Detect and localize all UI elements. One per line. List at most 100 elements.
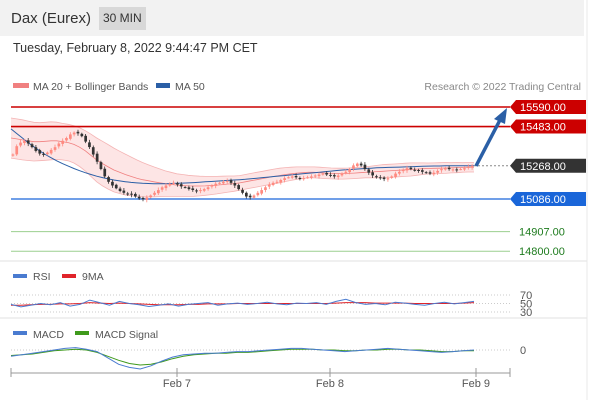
candle-body [421,170,424,172]
forecast-arrow-head [494,108,507,124]
macd-signal-legend-label: MACD Signal [95,329,158,341]
candle-body [375,176,378,178]
candle-body [325,172,328,175]
candle-body [260,190,263,194]
rsi-legend-swatch [13,274,27,278]
candle-body [428,172,432,174]
candle-body [107,177,110,182]
candle-body [72,132,76,135]
candle-body [348,169,351,173]
candle-body [306,177,309,179]
candle-body [417,170,420,171]
candle-body [290,176,294,178]
bollinger-band-area [11,118,474,197]
candle-body [218,182,221,184]
candle-body [451,169,455,171]
candle-body [118,188,122,191]
candle-body [160,187,164,190]
bollinger-legend-swatch [13,83,29,88]
ma50-line [10,128,474,185]
candle-body [49,149,53,154]
ma50-legend-label: MA 50 [175,81,205,93]
candle-body [333,175,336,177]
candle-body [46,152,49,155]
candle-body [298,178,302,179]
candle-body [252,195,256,198]
candle-body [329,174,332,176]
candle-body [179,184,183,187]
candle-body [149,195,152,198]
candle-body [195,190,198,192]
ma50-legend-swatch [156,83,170,88]
macd-signal-legend-swatch [75,331,89,335]
candle-body [241,189,244,193]
level-label-15268-00: 15268.00 [520,161,566,173]
candle-body [463,168,466,170]
candle-body [122,190,126,193]
candle-body [382,177,386,180]
candle-body [99,162,103,169]
macd-tick-0: 0 [520,345,526,357]
candle-body [145,197,149,200]
candle-body [352,165,355,169]
candle-body [432,172,436,175]
candle-body [210,185,214,187]
candle-body [356,163,359,167]
candle-body [436,170,439,173]
candle-body [401,170,405,172]
level-tag-15483-00 [510,119,586,134]
candle-body [23,140,26,143]
candle-body [310,176,313,178]
macd-line [10,347,475,370]
candle-body [134,193,137,197]
candle-body [34,147,38,151]
rsi-ma-legend-label: 9MA [82,271,104,283]
research-credit: Research © 2022 Trading Central [424,81,581,93]
candle-body [225,180,229,182]
time-tick-label: Feb 7 [163,378,191,390]
level-label-15086-00: 15086.00 [520,194,566,206]
candle-body [447,167,451,170]
candle-body [183,187,187,189]
bollinger-upper-line [10,117,474,177]
candle-body [359,163,363,166]
candle-body [363,164,367,170]
rsi-legend-label: RSI [33,271,51,283]
candle-body [248,195,252,198]
candle-body [440,169,443,171]
candle-body [95,153,99,162]
candle-body [153,192,156,195]
candle-body [394,173,397,178]
level-tag-15268-00 [510,158,586,173]
candle-body [317,174,321,177]
interval-selector[interactable]: 30 MIN [99,7,146,30]
candle-body [191,188,195,190]
candle-body [187,187,191,190]
candle-body [444,168,447,170]
candle-body [279,180,283,183]
time-axis: Feb 7 Feb 8 Feb 9 [10,368,511,390]
candle-body [264,187,267,190]
time-tick-label: Feb 9 [462,378,490,390]
candle-body [367,169,371,173]
candle-body [271,182,275,185]
candle-body [26,140,30,144]
forecast-arrow-shaft [474,119,502,167]
bollinger-legend-label: MA 20 + Bollinger Bands [33,81,148,93]
candle-body [336,175,340,178]
candle-body [409,167,413,170]
candle-body [202,189,206,191]
candle-body [19,142,22,146]
candle-body [386,178,390,180]
candle-body [424,172,428,174]
candle-body [199,190,202,192]
candle-body [413,169,417,171]
candle-body [390,176,394,178]
candle-body [76,131,80,134]
rsi-tick-50: 50 [520,299,532,311]
candle-body [313,175,317,177]
candle-body [57,143,61,147]
candle-body [405,168,409,171]
level-tag-15086-00 [510,192,586,206]
